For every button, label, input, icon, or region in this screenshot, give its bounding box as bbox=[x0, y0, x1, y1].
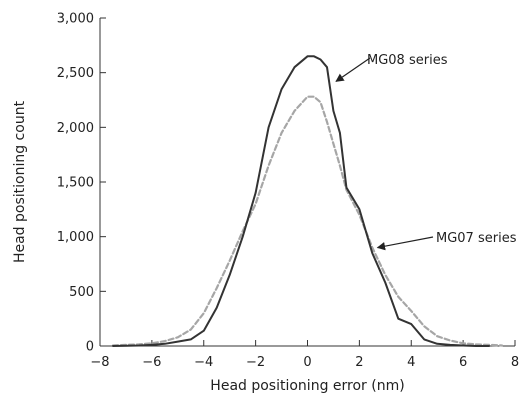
x-tick-label: 8 bbox=[511, 355, 519, 370]
mg08-series-arrow bbox=[335, 57, 371, 82]
series-layer bbox=[111, 55, 504, 347]
x-tick-label: 2 bbox=[355, 355, 363, 370]
x-tick-label: −8 bbox=[90, 355, 109, 370]
x-tick-label: −6 bbox=[142, 355, 161, 370]
y-tick-label: 2,000 bbox=[57, 121, 94, 136]
x-axis-tick-labels: −8 −6 −4 −2 0 2 4 6 8 bbox=[90, 355, 519, 370]
mg07-series-arrow bbox=[376, 236, 434, 251]
y-tick-label: 2,500 bbox=[57, 66, 94, 81]
x-tick-label: −4 bbox=[194, 355, 213, 370]
x-axis-label: Head positioning error (nm) bbox=[210, 378, 404, 394]
y-tick-label: 500 bbox=[69, 285, 94, 300]
y-tick-label: 3,000 bbox=[57, 12, 94, 27]
y-tick-label: 1,500 bbox=[57, 176, 94, 191]
y-axis-tick-marks bbox=[100, 17, 106, 347]
mg08-series-line bbox=[112, 55, 491, 347]
x-tick-label: 6 bbox=[459, 355, 467, 370]
x-tick-label: 0 bbox=[303, 355, 311, 370]
mg08-series-annotation-label: MG08 series bbox=[367, 53, 448, 68]
mg07-series-line bbox=[111, 95, 504, 347]
y-axis-tick-labels: 0 500 1,000 1,500 2,000 2,500 3,000 bbox=[57, 12, 94, 355]
y-axis-label: Head positioning count bbox=[12, 100, 28, 263]
y-tick-label: 0 bbox=[86, 340, 94, 355]
annotation-layer: MG08 series MG07 series bbox=[335, 53, 517, 251]
mg07-series-annotation-label: MG07 series bbox=[436, 231, 517, 246]
x-tick-label: 4 bbox=[407, 355, 415, 370]
y-tick-label: 1,000 bbox=[57, 230, 94, 245]
x-tick-label: −2 bbox=[246, 355, 265, 370]
